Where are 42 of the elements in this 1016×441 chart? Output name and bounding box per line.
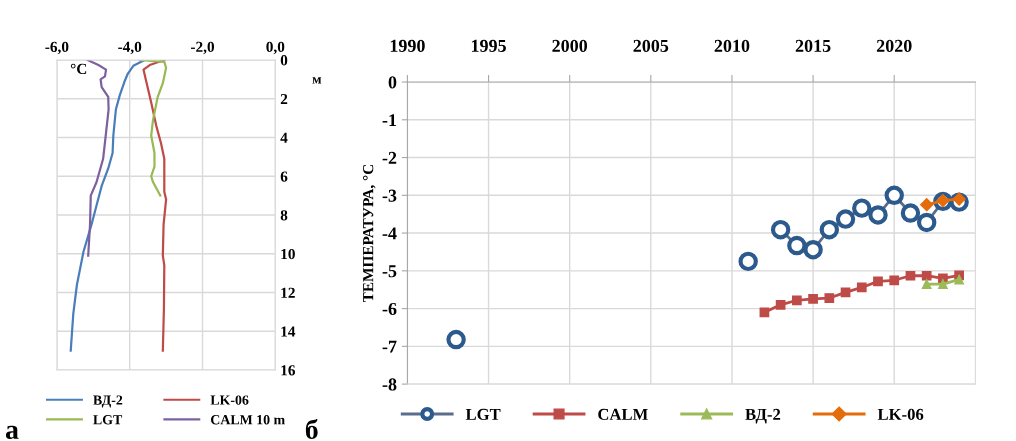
legend-label: CALM <box>598 408 648 420</box>
y-axis-title: м <box>312 77 322 84</box>
y-tick-label: -1 <box>382 114 397 127</box>
legend-label: LGT <box>465 408 501 420</box>
y-tick-label: 4 <box>280 132 288 143</box>
y-tick-label: -8 <box>382 378 397 391</box>
x-tick-label: -4,0 <box>118 41 142 55</box>
y-tick-label: -5 <box>382 265 397 278</box>
y-tick-label: 0 <box>388 76 397 89</box>
legend-label: CALM 10 m <box>210 415 285 425</box>
y-tick-label: 14 <box>281 326 296 337</box>
x-tick-label: 0,0 <box>266 41 285 55</box>
x-tick-label: -6,0 <box>45 41 69 55</box>
y-tick-label: 12 <box>281 287 295 298</box>
y-tick-label: -6 <box>382 302 397 316</box>
legend-label: LK-06 <box>877 408 924 420</box>
y-tick-label: -4 <box>382 227 397 240</box>
text: а <box>5 425 19 440</box>
x-axis-title: °C <box>70 63 87 75</box>
y-tick-label: 0 <box>280 55 288 66</box>
x-tick-label: 2015 <box>795 39 831 52</box>
x-tick-label: -2,0 <box>190 41 215 55</box>
legend-label: ВД-2 <box>745 408 781 424</box>
y-tick-label: 10 <box>281 248 295 260</box>
x-tick-label: 2005 <box>633 39 669 52</box>
legend-label: LK-06 <box>210 395 249 405</box>
y-tick-label: -3 <box>382 189 397 202</box>
y-tick-label: 2 <box>280 93 288 105</box>
x-tick-label: 2010 <box>714 39 750 52</box>
legend-label: ВД-2 <box>93 395 123 408</box>
y-tick-label: -7 <box>382 340 397 353</box>
x-tick-label: 1995 <box>471 39 506 52</box>
x-tick-label: 1990 <box>390 39 425 52</box>
text: б <box>305 418 318 440</box>
x-tick-label: 2020 <box>876 39 912 52</box>
x-tick-label: 2000 <box>552 39 588 52</box>
y-tick-label: 16 <box>281 365 296 376</box>
legend-label: LGT <box>93 415 123 425</box>
y-tick-label: 8 <box>280 210 288 221</box>
y-axis-title: ТЕМПЕРАТУРА, °C <box>362 164 376 303</box>
y-tick-label: 6 <box>280 171 288 182</box>
y-tick-label: -2 <box>382 151 397 164</box>
